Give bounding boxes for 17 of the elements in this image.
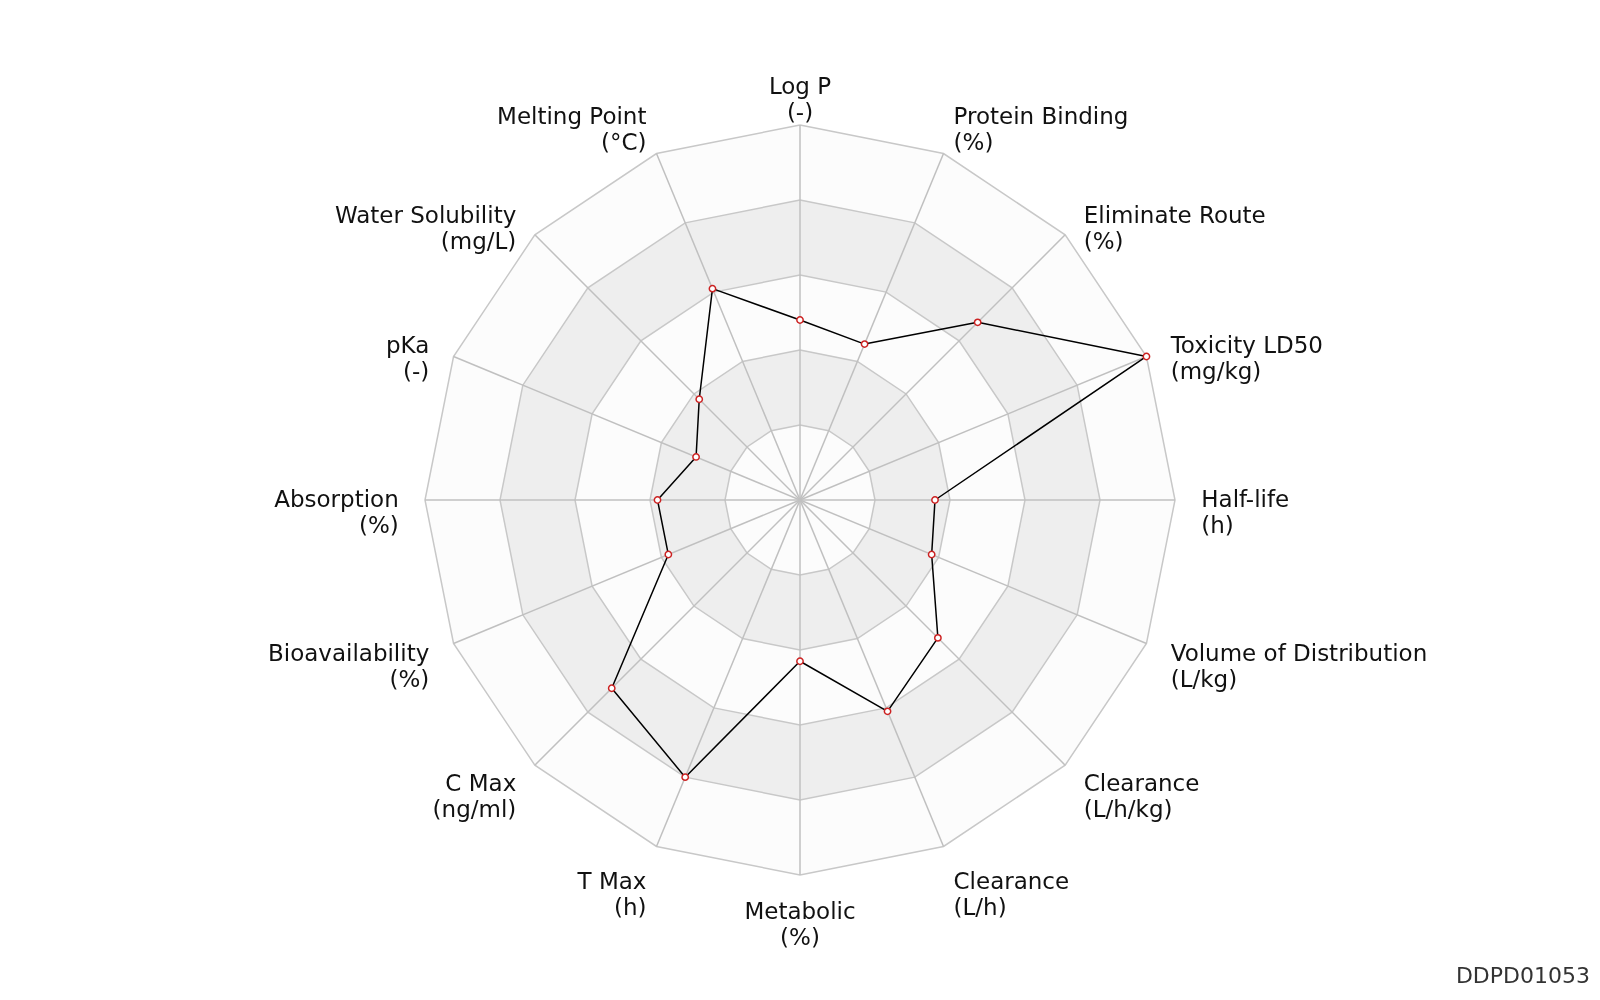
spoke-label: Clearance (L/h) [953, 867, 1070, 920]
spoke-label: Clearance (L/h/kg) [1083, 769, 1200, 822]
spoke-label: Bioavailability (%) [267, 639, 430, 692]
spoke-label: T Max (h) [576, 867, 647, 920]
spoke-label: Toxicity LD50 (mg/kg) [1169, 332, 1323, 385]
spoke-label: Absorption (%) [274, 486, 399, 538]
spoke-label: Volume of Distribution (L/kg) [1170, 639, 1428, 692]
spoke-label: Water Solubility (mg/L) [334, 202, 517, 255]
spoke-label: pKa (-) [385, 332, 430, 385]
spoke-label: Log P (-) [768, 72, 832, 125]
text: DDPD01053 [1455, 963, 1590, 988]
spoke-label: Melting Point (°C) [497, 103, 647, 156]
spoke-label: Eliminate Route (%) [1083, 202, 1266, 255]
spoke-label: C Max (ng/ml) [432, 769, 517, 822]
spoke-label: Half-life (h) [1201, 486, 1290, 538]
spoke-label: Metabolic (%) [744, 898, 856, 951]
spoke-label: Protein Binding (%) [953, 103, 1129, 156]
